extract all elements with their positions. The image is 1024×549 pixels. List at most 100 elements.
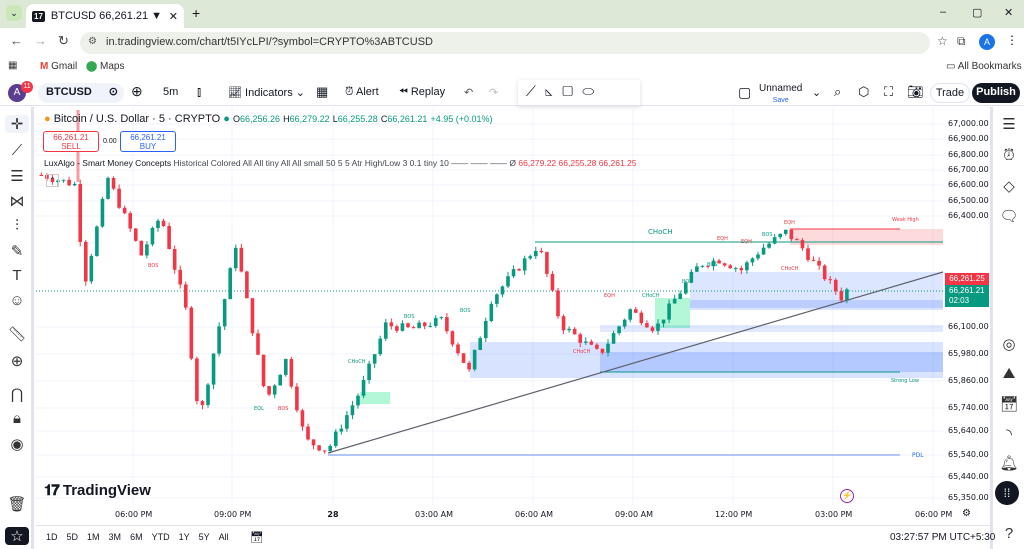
axis-settings-icon[interactable]: ⚙ — [962, 508, 971, 519]
symbol-title[interactable]: Bitcoin / U.S. Dollar · 5 · CRYPTO — [53, 113, 221, 125]
alarm-clock-icon[interactable]: ⏰︎ — [1003, 147, 1015, 164]
range-button-5y[interactable]: 5Y — [198, 532, 210, 542]
range-button-all[interactable]: All — [218, 532, 229, 542]
range-button-1m[interactable]: 1M — [87, 532, 100, 542]
layout-square-icon[interactable]: ▢ — [738, 84, 752, 100]
calendar-icon[interactable]: 📅︎ — [999, 396, 1019, 413]
candle — [100, 198, 105, 227]
settings-icon[interactable]: ⬡ — [858, 84, 870, 99]
trade-button[interactable]: Trade — [930, 83, 970, 103]
fib-icon[interactable]: ☰ — [10, 168, 24, 185]
fullscreen-icon[interactable]: ⛶ — [884, 84, 894, 99]
ruler-icon[interactable]: 📏︎ — [7, 326, 27, 343]
tab-search-button[interactable]: ⌄ — [6, 5, 22, 21]
range-button-1d[interactable]: 1D — [46, 532, 58, 542]
trash-icon[interactable]: 🗑︎ — [7, 496, 27, 513]
range-button-ytd[interactable]: YTD — [151, 532, 170, 542]
collapse-legend-icon[interactable]: ⌃ — [46, 174, 59, 187]
rectangle-icon[interactable]: ▢ — [562, 83, 583, 99]
snapshot-icon[interactable]: 📷︎ — [907, 84, 924, 99]
candle — [806, 248, 810, 260]
favorites-star-icon[interactable]: ☆ — [5, 527, 29, 545]
triangle-icon[interactable]: ◺ — [544, 83, 563, 99]
all-bookmarks[interactable]: ▭ All Bookmarks — [946, 61, 1022, 72]
close-window-icon[interactable]: ✕ — [1004, 7, 1014, 19]
ellipse-icon[interactable]: ⬭ — [582, 83, 604, 99]
undo-icon[interactable]: ↶ — [464, 87, 474, 99]
zoom-in-icon[interactable]: ⊕ — [10, 353, 24, 370]
layout-chevron-icon[interactable]: ⌄ — [812, 87, 822, 99]
bookmark-star-icon[interactable]: ☆ — [937, 34, 948, 48]
pattern-icon[interactable]: ⋈ — [9, 193, 25, 210]
buy-button[interactable]: 66,261.21 BUY — [120, 131, 176, 152]
layout-name: Unnamed — [759, 83, 803, 94]
watchlist-icon[interactable]: ☰ — [1002, 116, 1016, 133]
eqh-label: EQH — [784, 220, 795, 226]
compare-add-icon[interactable]: ⊕ — [131, 83, 143, 99]
bookmark-gmail[interactable]: M Gmail — [40, 61, 78, 72]
close-tab-icon[interactable]: ✕ — [168, 10, 178, 23]
candle — [317, 445, 321, 451]
candle — [89, 255, 94, 282]
target-icon[interactable]: ◎ — [1002, 336, 1016, 353]
help-icon[interactable]: ? — [1004, 525, 1014, 542]
minimize-icon[interactable]: – — [940, 6, 947, 18]
back-icon[interactable]: ← — [10, 33, 23, 48]
lock-icon[interactable]: 🔒︎ — [13, 410, 21, 427]
path-icon[interactable]: ⟋ — [526, 83, 545, 99]
eye-icon[interactable]: ◉ — [10, 436, 24, 453]
text-icon[interactable]: T — [12, 267, 22, 284]
redo-icon[interactable]: ↷ — [489, 87, 499, 99]
chat-icon[interactable]: 🗨︎ — [999, 208, 1019, 225]
browser-tab[interactable]: 17 BTCUSD 66,261.21 ▼ −0.17% U ✕ — [26, 4, 184, 28]
goto-date-icon[interactable]: 📅︎ — [250, 532, 264, 544]
clock[interactable]: 03:27:57 PM UTC+5:30 — [890, 532, 996, 543]
maximize-icon[interactable]: ▢ — [972, 7, 983, 19]
save-link[interactable]: Save — [772, 97, 789, 104]
trendline-icon[interactable]: ⟋ — [11, 142, 23, 159]
profile-avatar[interactable]: A — [979, 34, 995, 50]
interval-button[interactable]: 5m — [163, 86, 179, 98]
symbol-eye-icon[interactable]: ⊙ — [108, 86, 118, 98]
publish-button[interactable]: Publish — [972, 83, 1020, 103]
candle — [495, 294, 499, 304]
ideas-icon[interactable]: ⛰︎ — [1002, 365, 1016, 382]
products-grid-icon[interactable]: ⁞⁞ — [995, 481, 1019, 505]
emoji-icon[interactable]: ☺ — [9, 292, 25, 309]
replay-button[interactable]: ⏪︎ Replay — [399, 86, 446, 98]
symbol-search[interactable]: BTCUSD ⊙ — [38, 83, 124, 103]
new-tab-button[interactable]: + — [192, 5, 201, 21]
range-button-1y[interactable]: 1Y — [178, 532, 190, 542]
indicator-legend[interactable]: LuxAlgo - Smart Money Concepts Historica… — [44, 158, 637, 168]
range-button-3m[interactable]: 3M — [108, 532, 122, 542]
brush-icon[interactable]: ✎ — [10, 243, 24, 260]
apps-icon[interactable]: ▦ — [8, 60, 18, 71]
url-input[interactable]: in.tradingview.com/chart/t5IYcLPI/?symbo… — [80, 32, 930, 54]
bookmark-maps[interactable]: ⬤ Maps — [86, 61, 125, 72]
floating-drawing-toolbar[interactable]: ⟋◺▢⬭ — [518, 80, 640, 106]
alert-button[interactable]: ⏰︎ Alert — [345, 86, 379, 98]
magnet-icon[interactable]: ⋂ — [10, 386, 24, 403]
indicators-button[interactable]: 📈︎ Indicators ⌄ — [228, 87, 306, 99]
menu-icon[interactable]: ⋮ — [1006, 33, 1018, 47]
range-button-6m[interactable]: 6M — [130, 532, 143, 542]
site-info-icon[interactable]: ⚙ — [88, 36, 97, 47]
range-button-5d[interactable]: 5D — [66, 532, 79, 542]
reload-icon[interactable]: ↻ — [58, 33, 69, 48]
quick-search-icon[interactable]: ⌕ — [834, 84, 842, 99]
fvg-zone — [600, 325, 943, 332]
layout-name-button[interactable]: Unnamed Save — [759, 83, 802, 106]
prediction-icon[interactable]: ⫶ — [15, 217, 19, 234]
layouts-icon[interactable]: ▦ — [316, 84, 329, 99]
sell-button[interactable]: 66,261.21 SELL — [43, 131, 99, 152]
candle — [150, 227, 155, 245]
layers-icon[interactable]: ◇ — [1003, 178, 1015, 195]
streams-icon[interactable]: ◝ — [1006, 426, 1012, 443]
extensions-icon[interactable]: ⧉ — [957, 34, 966, 48]
lightning-event-icon[interactable]: ⚡ — [840, 489, 854, 503]
notifications-bell-icon[interactable]: 🔔︎ — [999, 455, 1019, 472]
chart-type-candles-icon[interactable]: ⫾ — [197, 84, 202, 99]
crosshair-icon[interactable]: ✛ — [5, 115, 29, 133]
forward-icon[interactable]: → — [34, 33, 47, 48]
